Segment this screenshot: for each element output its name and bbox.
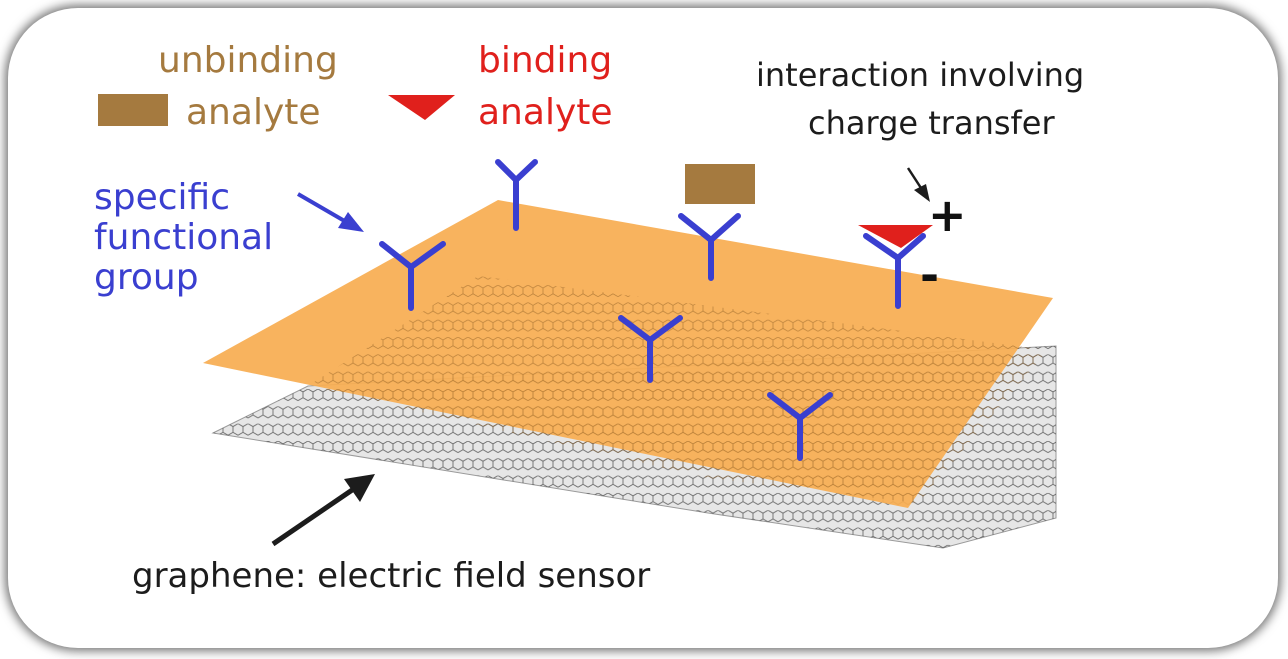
functional-group-label-line2: functional: [94, 217, 274, 258]
diagram-canvas: [98, 94, 1057, 549]
plus-sign: +: [928, 188, 967, 242]
receptor-y-icon: [678, 213, 741, 281]
unbinding-analyte-legend-icon: [98, 94, 168, 126]
receptor-y-icon: [495, 159, 538, 231]
graphene-arrow: [271, 474, 375, 547]
binding-analyte-legend-icon: [388, 95, 455, 120]
receptor-y-icon: [767, 392, 833, 461]
interaction-label-line1: interaction involving: [756, 56, 1085, 94]
unbinding-analyte-icon: [685, 164, 755, 204]
binding-label-line2: analyte: [478, 92, 613, 133]
minus-sign: -: [920, 248, 940, 302]
unbinding-label-line1: unbinding: [158, 40, 338, 81]
interaction-label-line2: charge transfer: [808, 104, 1055, 142]
binding-analyte-icon: [858, 225, 933, 248]
functional-group-label-line1: specific: [94, 177, 231, 218]
graphene-label: graphene: electric field sensor: [132, 556, 651, 596]
receptor-y-icon: [379, 241, 446, 311]
orange-lattice-overlay: [308, 276, 1048, 503]
binding-label-line1: binding: [478, 40, 613, 81]
receptor-y-icon: [618, 315, 683, 383]
receptor-y-icon: [863, 233, 926, 309]
functional-group-arrow: [296, 192, 364, 232]
charge-transfer-arrow: [906, 167, 930, 202]
unbinding-label-line2: analyte: [186, 92, 321, 133]
functional-group-label-line3: group: [94, 257, 199, 298]
diagram-frame: unbinding analyte binding analyte intera…: [8, 8, 1278, 648]
